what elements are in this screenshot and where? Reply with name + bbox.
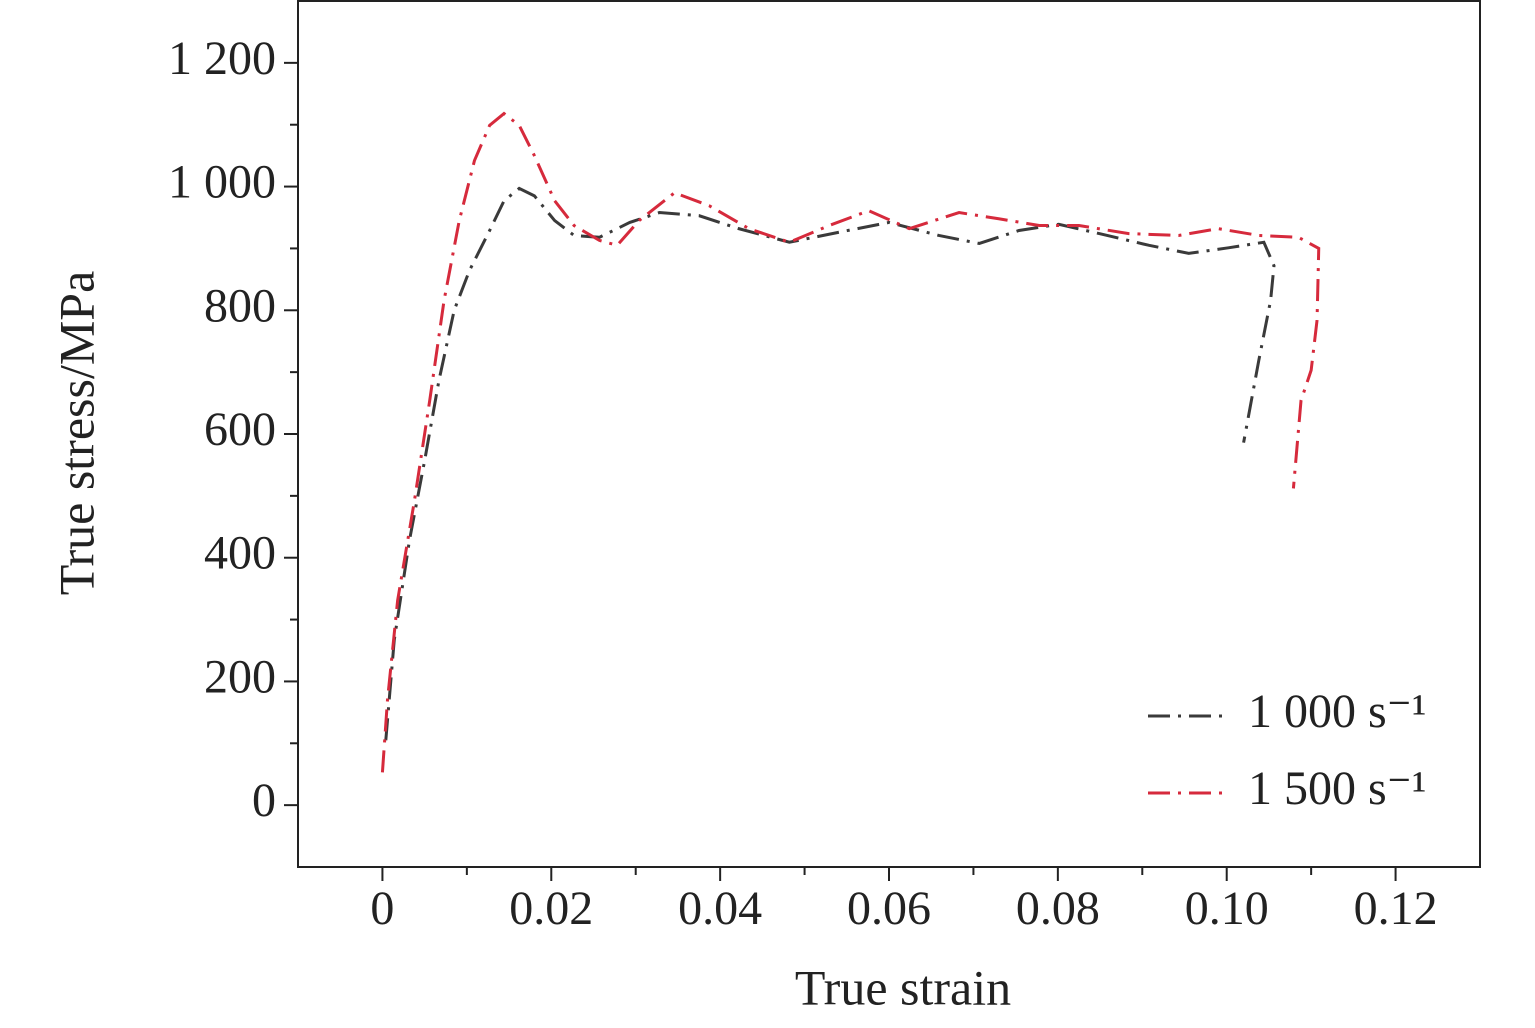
x-tick-label: 0.08	[1016, 882, 1100, 935]
legend-label: 1 000 s⁻¹	[1248, 685, 1426, 738]
series-line	[380, 111, 1321, 773]
series-line	[384, 186, 1276, 741]
legend-label: 1 500 s⁻¹	[1248, 762, 1426, 815]
y-tick-label: 1 200	[168, 32, 276, 85]
x-tick-label: 0.04	[678, 882, 762, 935]
y-tick-label: 0	[252, 774, 276, 827]
x-tick-label: 0	[370, 882, 394, 935]
y-tick-label: 1 000	[168, 156, 276, 209]
y-tick-label: 800	[204, 279, 276, 332]
x-axis-label: True strain	[795, 959, 1011, 1015]
y-tick-label: 400	[204, 527, 276, 580]
x-tick-label: 0.06	[847, 882, 931, 935]
y-tick-label: 200	[204, 650, 276, 703]
x-tick-label: 0.12	[1354, 882, 1438, 935]
y-axis-label: True stress/MPa	[48, 271, 104, 596]
x-tick-label: 0.10	[1185, 882, 1269, 935]
x-tick-label: 0.02	[509, 882, 593, 935]
y-tick-label: 600	[204, 403, 276, 456]
